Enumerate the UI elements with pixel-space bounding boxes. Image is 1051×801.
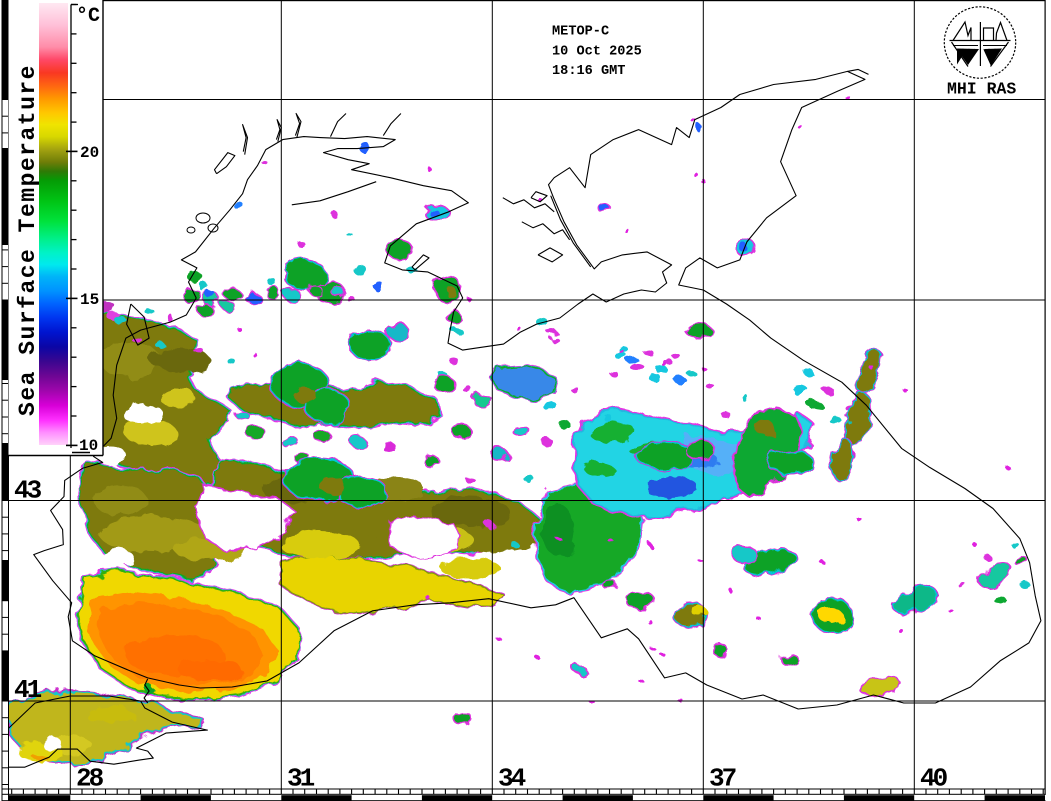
- svg-text:20: 20: [80, 144, 99, 162]
- svg-text:43: 43: [14, 476, 42, 506]
- svg-text:Sea Surface Temperature: Sea Surface Temperature: [15, 64, 41, 416]
- svg-text:41: 41: [14, 675, 42, 705]
- svg-text:10: 10: [79, 437, 98, 455]
- svg-text:MHI RAS: MHI RAS: [947, 80, 1016, 99]
- svg-text:°C: °C: [76, 5, 100, 28]
- svg-text:18:16 GMT: 18:16 GMT: [552, 64, 625, 79]
- svg-text:15: 15: [80, 291, 99, 309]
- svg-text:10 Oct 2025: 10 Oct 2025: [552, 44, 642, 59]
- svg-text:METOP-C: METOP-C: [552, 25, 609, 40]
